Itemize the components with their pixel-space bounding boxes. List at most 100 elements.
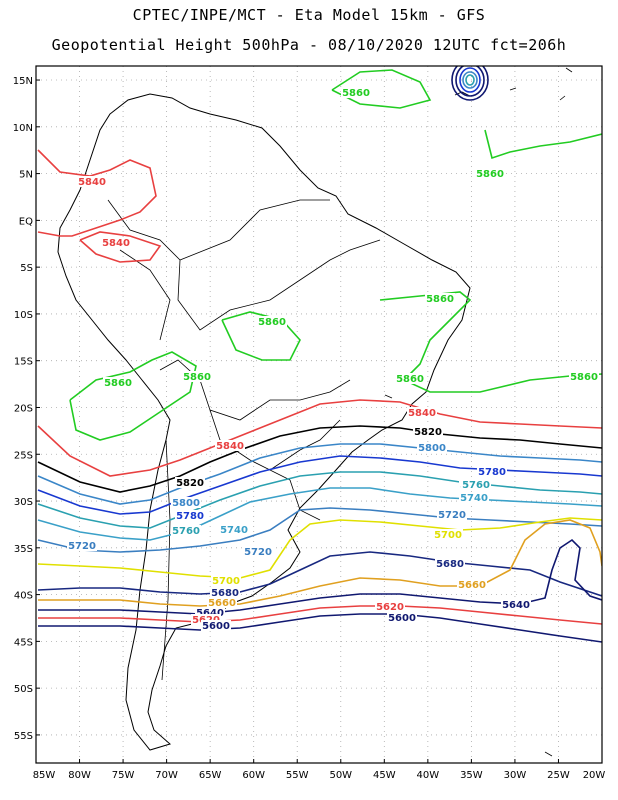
contour-5860-central [221,311,301,361]
contour-5680 [37,551,602,597]
low-center-ring-2 [455,66,485,97]
contour-5780 [37,455,602,515]
lat-tick-label: EQ [19,216,33,227]
contour-label: 5680 [211,588,239,599]
contour-label-background [407,407,437,418]
contour-label: 5820 [176,478,204,489]
contour-5740 [37,487,602,541]
contour-label-background [171,497,201,508]
lat-tick-label: 35S [14,544,33,555]
lat-tick-label: 25S [14,450,33,461]
contour-5640 [38,538,602,615]
contour-label: 5760 [172,526,200,537]
latitude-tick-labels: 15N 10N 5N EQ 5S 10S 15S 20S 25S 30S 35S 40S 45S 50S 5… [13,76,40,742]
contour-label-background [475,168,505,179]
contour-5620 [38,605,602,625]
contour-5600 [38,613,602,643]
contour-label: 5600 [202,621,230,632]
contour-label-background [459,492,489,503]
longitude-tick-labels: 85W 80W 75W 70W 65W 60W 55W 50W 45W 40W 35W 30W 25W 2… [33,759,606,781]
contour-label-background [182,371,212,382]
contour-label-background [425,293,455,304]
contour-label: 5740 [220,525,248,536]
contour-label: 5640 [196,608,224,619]
contour-label-background [457,579,487,590]
lat-tick-label: 55S [14,731,33,742]
contour-label-background [501,599,531,610]
lon-tick-label: 75W [112,770,135,781]
lat-tick-label: 10S [14,310,33,321]
contour-label-background [207,597,237,608]
contour-label: 5620 [376,602,404,613]
title-line-2: Geopotential Height 500hPa - 08/10/2020 … [51,36,567,54]
lon-tick-label: 55W [286,770,309,781]
contour-5720 [37,507,602,553]
contour-label-background [569,371,599,382]
contour-label-background [171,525,201,536]
country-borders [107,199,381,681]
contour-label: 5780 [176,511,204,522]
contour-label-background [433,529,463,540]
contour-label-background [191,614,221,625]
lon-tick-label: 85W [33,770,56,781]
contour-label: 5720 [244,547,272,558]
contour-label: 5800 [418,443,446,454]
contour-label-background [101,237,131,248]
lon-tick-label: 35W [460,770,483,781]
low-center-ring-4 [462,71,478,89]
lon-tick-label: 60W [242,770,265,781]
contour-label: 5740 [460,493,488,504]
contour-label-background [215,440,245,451]
contour-label-background [257,316,287,327]
contour-5820 [37,425,602,493]
lat-tick-label: 15S [14,357,33,368]
low-center-ring-1 [451,66,489,101]
contour-label: 5680 [436,559,464,570]
contour-label: 5780 [478,467,506,478]
contour-label: 5860 [104,378,132,389]
islands [384,67,573,757]
contour-label-background [477,466,507,477]
lon-tick-label: 65W [199,770,222,781]
contour-label: 5600 [388,613,416,624]
contour-label: 5860 [258,317,286,328]
plot-frame [35,65,603,764]
contour-label: 5700 [212,576,240,587]
contour-5660 [38,519,602,607]
contours [37,66,602,643]
contour-label: 5800 [172,498,200,509]
contour-5800 [37,443,602,505]
contour-label: 5840 [78,177,106,188]
contour-label: 5860 [342,88,370,99]
contour-labels: 5860 5860 5860 5860 5860 5860 5860 5860 5840 5840… [67,87,599,632]
contour-label: 5860 [183,372,211,383]
lat-tick-label: 30S [14,497,33,508]
plot-area [36,66,602,763]
contour-label: 5860 [476,169,504,180]
contour-label: 5860 [570,372,598,383]
lon-tick-label: 50W [329,770,352,781]
contour-5860-east [379,291,602,393]
contour-label-background [67,540,97,551]
contour-label-background [395,373,425,384]
lat-tick-label: 20S [14,403,33,414]
lat-tick-label: 50S [14,684,33,695]
lon-tick-label: 40W [417,770,440,781]
contour-label: 5860 [396,374,424,385]
contour-label-background [211,575,241,586]
low-center-ring-3 [459,67,481,93]
contour-label-background [413,426,443,437]
contour-label: 5640 [502,600,530,611]
contour-label-background [201,620,231,631]
contour-label-background [103,377,133,388]
low-center-ring-5 [465,74,475,86]
contour-label-background [417,442,447,453]
contour-label-background [219,524,249,535]
contour-label-background [175,510,205,521]
contour-label-background [375,601,405,612]
lon-tick-label: 20W [583,770,606,781]
contour-5860-northeast [484,129,602,160]
lon-tick-label: 70W [155,770,178,781]
contour-label: 5720 [68,541,96,552]
